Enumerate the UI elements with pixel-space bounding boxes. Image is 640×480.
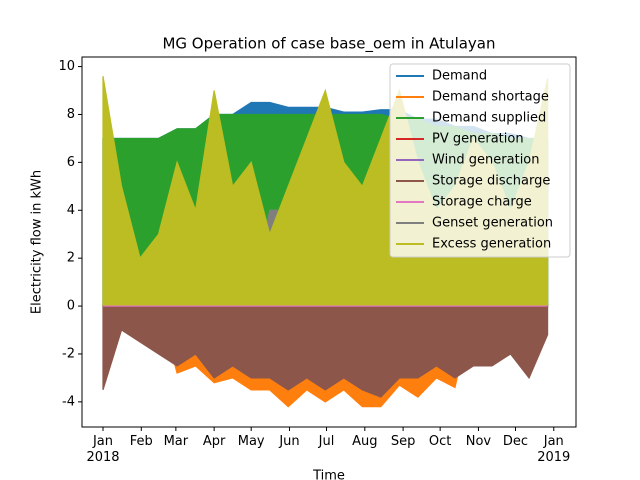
- y-tick-label: 2: [67, 251, 75, 266]
- legend-label: Excess generation: [432, 237, 551, 252]
- x-tick-label: Apr: [202, 434, 226, 449]
- x-axis-label: Time: [312, 469, 345, 480]
- x-tick-label: May: [237, 434, 265, 449]
- legend-label: Demand: [432, 69, 487, 84]
- y-tick-label: 4: [67, 203, 75, 218]
- x-tick-label: Sep: [390, 434, 416, 449]
- y-tick-label: 6: [67, 155, 75, 170]
- x-tick-label: Oct: [428, 434, 452, 449]
- y-tick-label: -4: [62, 394, 75, 409]
- x-tick-label: Aug: [352, 434, 378, 449]
- y-tick-label: 8: [67, 107, 75, 122]
- legend-label: Demand supplied: [432, 111, 546, 126]
- x-tick-label: Jan 2019: [537, 434, 571, 465]
- chart-title: MG Operation of case base_oem in Atulaya…: [162, 35, 495, 54]
- legend-label: Demand shortage: [432, 90, 549, 105]
- legend-label: Genset generation: [432, 216, 553, 231]
- y-axis-label: Electricity flow in kWh: [30, 170, 45, 314]
- legend-label: Storage charge: [432, 195, 532, 210]
- y-tick-label: 0: [67, 299, 75, 314]
- y-tick-label: -2: [62, 346, 75, 361]
- y-tick-label: 10: [58, 59, 75, 74]
- x-tick-label: Jan 2018: [86, 434, 120, 465]
- x-tick-label: Jul: [318, 434, 335, 449]
- legend-label: Wind generation: [432, 153, 540, 168]
- series-area: [102, 305, 549, 398]
- legend-label: PV generation: [432, 132, 524, 147]
- x-tick-label: Feb: [129, 434, 153, 449]
- x-tick-label: Mar: [163, 434, 189, 449]
- x-tick-label: Nov: [465, 434, 492, 449]
- x-tick-label: Jun: [279, 434, 300, 449]
- plot-frame: [81, 56, 577, 428]
- legend-label: Storage discharge: [432, 174, 550, 189]
- x-tick-label: Dec: [502, 434, 529, 449]
- legend-box: [389, 63, 571, 258]
